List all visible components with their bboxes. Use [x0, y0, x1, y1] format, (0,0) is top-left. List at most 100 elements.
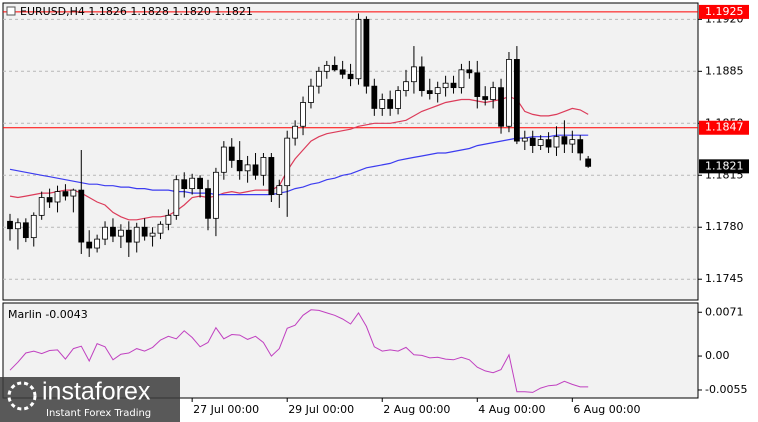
candle-body — [403, 81, 409, 92]
level-label: 1.1925 — [705, 5, 744, 18]
symbol-icon — [6, 6, 16, 16]
candle-body — [434, 87, 441, 94]
candle-body — [315, 70, 322, 87]
candle-body — [498, 87, 504, 127]
watermark-bg — [0, 377, 180, 422]
candle-body — [181, 179, 188, 190]
candle-body — [513, 59, 520, 142]
oscillator-line — [9, 309, 589, 393]
candle-body — [213, 171, 219, 219]
candle-body — [545, 139, 552, 148]
candle-body — [284, 137, 291, 187]
candle-body — [529, 137, 536, 146]
candle-body — [308, 85, 314, 103]
plot-layer: 1.19201.18851.18501.18151.17801.17451.19… — [3, 4, 749, 416]
x-tick-label: 29 Jul 00:00 — [288, 403, 354, 416]
level-label: 1.1847 — [705, 121, 744, 134]
candle-body — [260, 157, 267, 176]
candle-body — [268, 157, 275, 195]
candle-body — [220, 146, 227, 173]
candle-body — [553, 136, 560, 148]
candle-body — [252, 164, 259, 176]
candle-body — [78, 189, 85, 243]
y-tick-label: 0.00 — [705, 349, 730, 362]
candle-body — [46, 197, 53, 203]
candle-body — [569, 139, 576, 145]
moving-average — [9, 95, 589, 221]
candle-body — [70, 189, 77, 197]
candle-body — [276, 185, 283, 195]
candle-body — [371, 85, 378, 109]
level-label-box — [699, 120, 749, 135]
candle-body — [537, 139, 544, 146]
candle-body — [189, 177, 196, 190]
candle-body — [506, 59, 512, 127]
candle-body — [585, 158, 592, 167]
candle-body — [363, 18, 370, 87]
candle-body — [62, 191, 69, 197]
candle-body — [197, 177, 203, 190]
candle-body — [133, 226, 140, 243]
candle-body — [418, 66, 425, 92]
candle-body — [165, 214, 172, 225]
candle-body — [15, 222, 21, 230]
candle-body — [86, 241, 93, 249]
candle-body — [149, 232, 156, 237]
price-label-box — [699, 159, 749, 174]
chart-title: EURUSD,H4 1.1826 1.1828 1.1820 1.1821 — [20, 5, 253, 18]
candle-body — [347, 73, 354, 80]
y-tick-label: -0.0055 — [705, 383, 747, 396]
candle-body — [577, 139, 584, 154]
candle-body — [22, 222, 29, 239]
candle-body — [102, 226, 108, 240]
candle-body — [561, 136, 568, 145]
candle-body — [442, 82, 449, 89]
candle-body — [450, 82, 457, 89]
candle-body — [125, 229, 132, 243]
candle-body — [395, 90, 401, 109]
x-tick-label: 2 Aug 00:00 — [383, 403, 450, 416]
candle-body — [54, 191, 61, 203]
x-tick-label: 27 Jul 00:00 — [193, 403, 259, 416]
candle-body — [110, 226, 116, 237]
candle-body — [331, 64, 338, 71]
candle-body — [482, 96, 489, 100]
candle-body — [411, 66, 417, 83]
candle-body — [292, 125, 299, 139]
candle-body — [426, 90, 433, 94]
y-tick-label: 0.0071 — [705, 305, 744, 318]
oscillator-title: Marlin -0.0043 — [8, 308, 88, 321]
main-panel — [2, 2, 699, 301]
watermark-brand: instaforex — [42, 378, 151, 406]
watermark-tagline: Instant Forex Trading — [46, 408, 151, 419]
candle-body — [236, 160, 243, 172]
candle-body — [141, 226, 148, 237]
candle-body — [38, 197, 45, 216]
candle-body — [205, 188, 211, 219]
x-tick-label: 6 Aug 00:00 — [573, 403, 640, 416]
candle-body — [379, 99, 386, 109]
candle-body — [466, 69, 473, 74]
candle-body — [7, 220, 13, 230]
y-tick-label: 1.1885 — [705, 64, 744, 77]
watermark-icon — [7, 381, 37, 411]
candle-body — [355, 18, 362, 80]
y-tick-label: 1.1780 — [705, 220, 744, 233]
candle-body — [323, 64, 330, 72]
candle-body — [94, 238, 101, 249]
candle-body — [339, 69, 346, 75]
price-label: 1.1821 — [705, 159, 744, 172]
candle-body — [244, 164, 251, 172]
candle-body — [387, 99, 394, 109]
candle-body — [157, 223, 164, 234]
candle-body — [490, 87, 497, 100]
candle-body — [521, 137, 528, 142]
y-tick-label: 1.1745 — [705, 272, 744, 285]
candle-body — [30, 214, 37, 239]
level-label-box — [699, 4, 749, 19]
moving-average — [9, 134, 589, 196]
candle-body — [117, 229, 124, 237]
x-tick-label: 4 Aug 00:00 — [478, 403, 545, 416]
candle-body — [458, 69, 465, 89]
